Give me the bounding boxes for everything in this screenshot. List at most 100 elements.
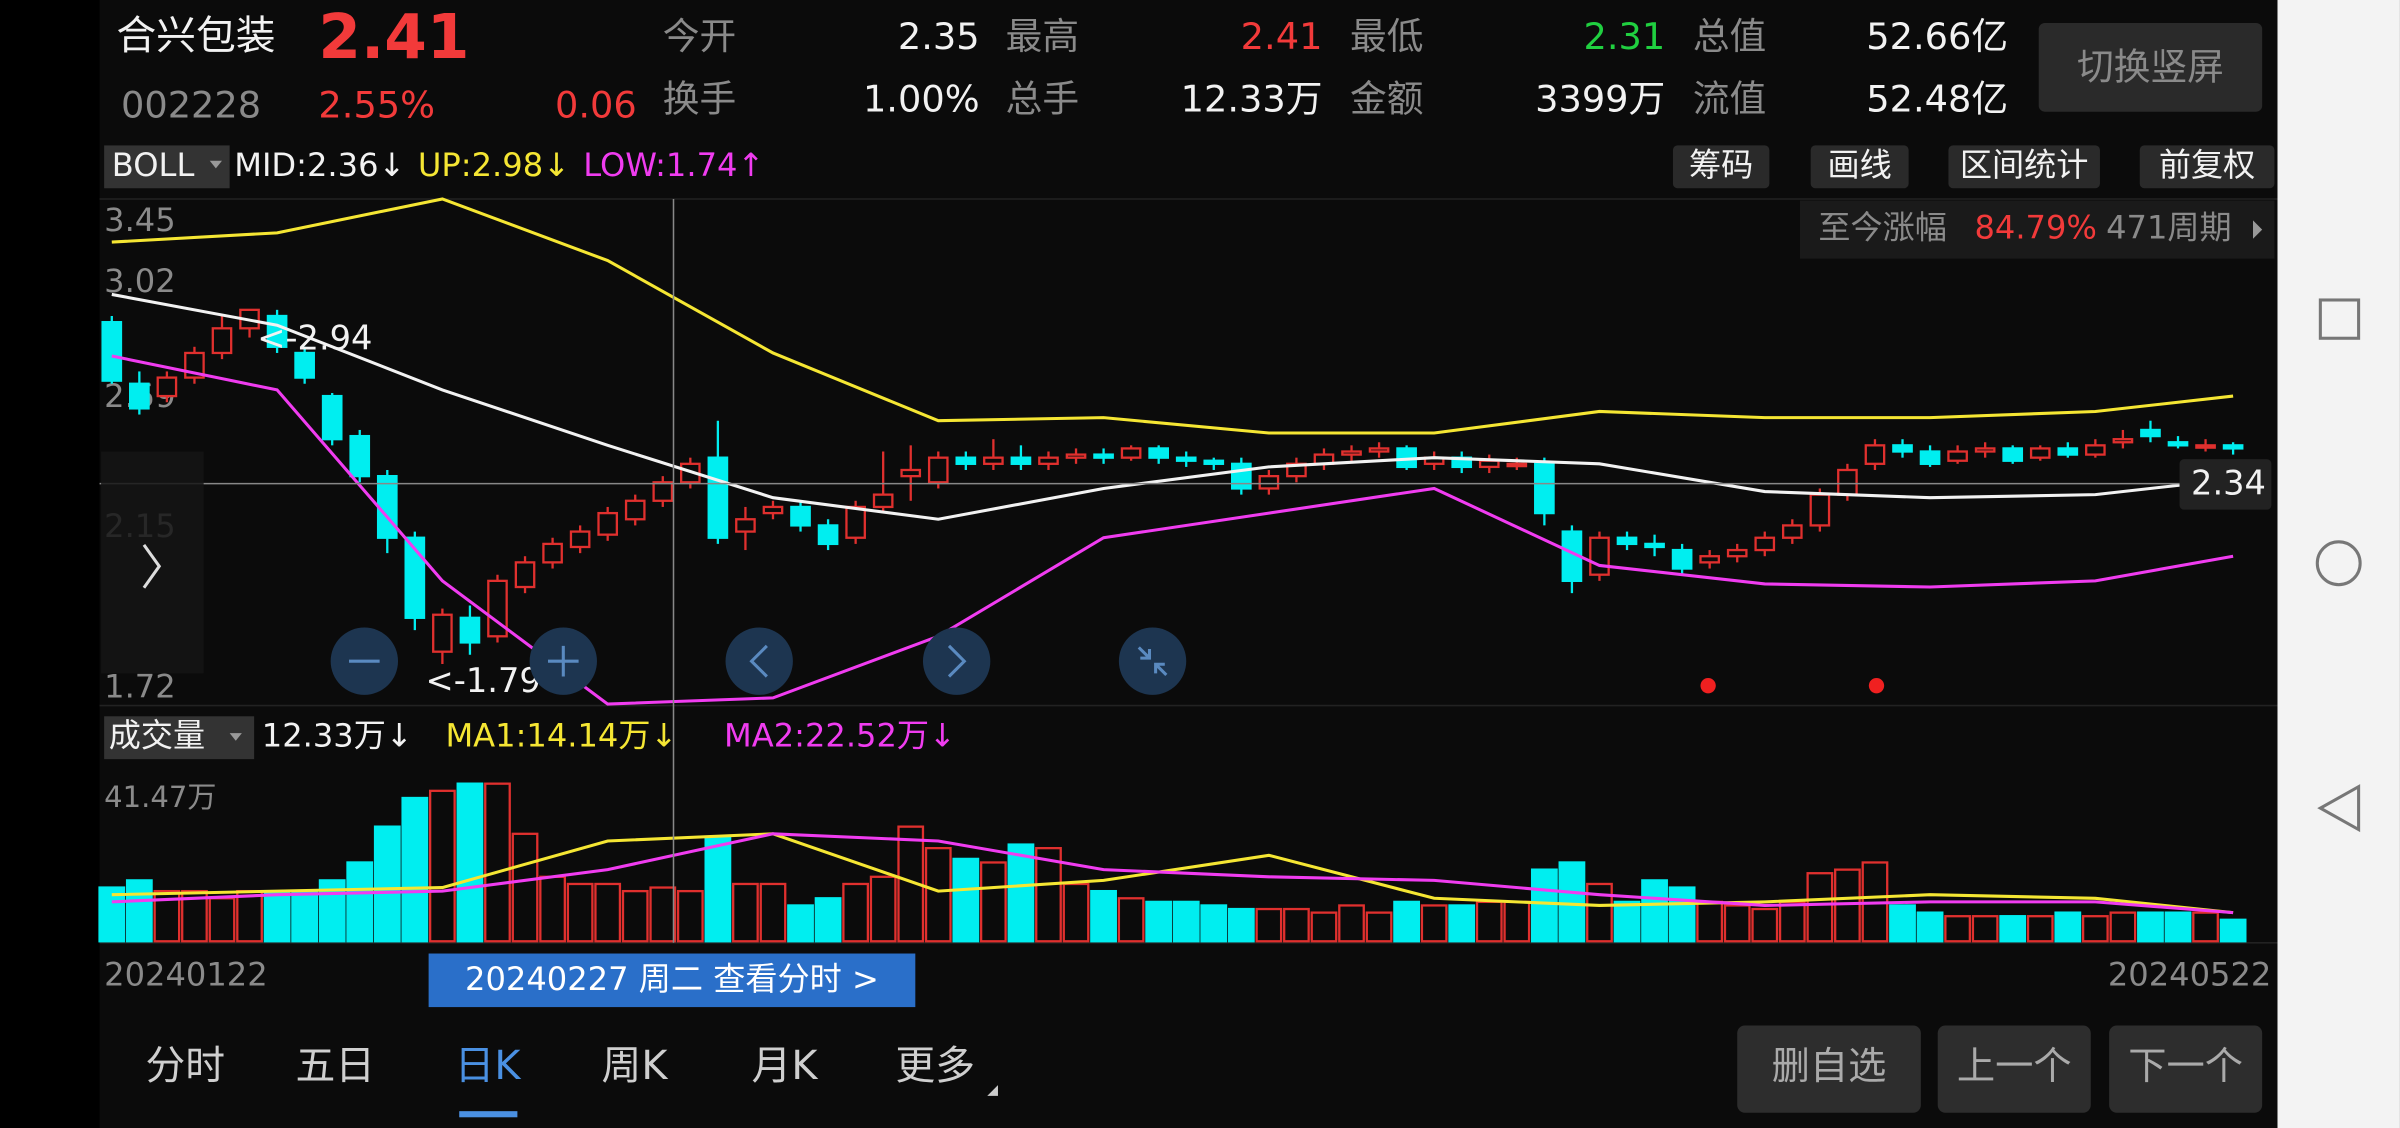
tool-button[interactable] [1672,145,1770,189]
range-label: 至今涨幅 [1818,209,1947,247]
volume-select[interactable] [104,716,255,760]
indicator-select[interactable] [104,145,230,189]
tool-label: 筹码 [1689,146,1753,184]
candle-body [1534,462,1555,515]
boll-up: UP:2.98↓ [418,146,570,184]
range-value: 84.79% [1974,209,2097,247]
volume-bar [1558,861,1586,943]
tool-button[interactable] [1810,145,1909,189]
action-label: 删自选 [1772,1044,1887,1089]
action-button[interactable] [2109,1025,2263,1113]
candle-body [1258,474,1280,490]
candle-body [983,456,1004,465]
bottom-buttons: 删自选 上一个 下一个 [1737,1025,2263,1113]
volume-bar [1641,879,1668,943]
tab[interactable]: 更多 [895,1043,975,1089]
icon [1137,646,1168,677]
candle-body [2195,444,2216,449]
indicator-line [111,832,2234,915]
volume-bar [2219,918,2247,943]
volume-bar [1338,904,1365,943]
action-button[interactable] [1937,1025,2091,1113]
candle-body [321,394,343,441]
volume-bar [1007,843,1035,943]
stat-label: 金额 [1350,78,1423,121]
tooltip-box[interactable] [428,953,916,1008]
candle-body [872,493,894,509]
volume-bar [1971,915,1999,943]
volume-bar [2026,915,2054,943]
candle-body [1644,542,1665,549]
tab[interactable]: 五日 [295,1043,375,1089]
nav-recent[interactable] [2318,298,2361,340]
range-periods: 471周期 [2106,209,2232,247]
volume-bar [1035,846,1062,943]
volume-ma1: MA1:14.14万↓ [445,717,677,755]
volume-bar [1420,904,1448,943]
candle-body [487,579,508,638]
volume-bar [814,897,842,943]
volume-bar [1723,904,1751,943]
volume-bar [263,889,291,943]
nav-back[interactable] [2317,784,2361,833]
range-arrow [2253,220,2263,239]
candle-body [1120,447,1142,459]
nav-home[interactable] [2315,540,2362,587]
action-button[interactable] [1737,1025,1921,1113]
volume-bar [1283,907,1310,943]
tool-button[interactable] [2139,145,2275,189]
tab[interactable]: 日K [455,1043,522,1089]
volume-bar [1806,872,1834,943]
volume-bar [704,836,732,943]
volume-bar [566,882,594,943]
high-annotation: <-2.94 [257,318,372,357]
move-right[interactable] [922,627,991,695]
volume-bar [153,889,181,943]
left-edge [0,0,100,1128]
volume-bar [649,886,677,943]
volume-bar [456,782,484,943]
low-annotation: <-1.79 [426,661,541,700]
stat-label: 最高 [1006,15,1079,58]
candle-body [156,376,178,398]
candle-body [2002,447,2024,462]
candle-body [1726,548,1748,558]
stat-label: 最低 [1350,15,1423,58]
volume-bar [1172,900,1200,943]
volume-bar [2109,911,2137,943]
orientation-button[interactable] [2038,22,2263,112]
tool-button[interactable] [1948,145,2100,189]
stock-code: 002228 [121,84,261,127]
date-start: 20240122 [104,955,268,993]
tab[interactable]: 月K [752,1043,819,1089]
volume-bar [952,857,980,943]
price-label: 1.72 [104,668,176,706]
volume-bar [1751,907,1779,943]
reset[interactable] [1118,627,1187,695]
volume-bar [1613,900,1641,943]
candle-body [1671,548,1693,570]
stat-label: 今开 [663,15,736,58]
volume-bar [1889,904,1916,943]
candle-body [1837,468,1858,496]
candle-body [2029,447,2051,459]
volume-bar [125,879,153,943]
candle-body [432,613,453,653]
candle-body [735,518,756,533]
candle-body [1203,459,1225,465]
candle-body [762,505,784,515]
volume-bar [2164,911,2192,943]
volume-bar [869,875,897,943]
side-panel[interactable] [101,451,204,674]
plot [98,197,2247,943]
tab[interactable]: 分时 [145,1043,225,1089]
range-box [1799,200,2275,259]
volume-bar [1255,907,1283,943]
move-left[interactable] [725,627,793,695]
volume-bar [1916,911,1944,943]
candle-body [845,505,866,539]
candle-body [707,456,729,539]
tab[interactable]: 周K [602,1043,669,1089]
candle-body [101,321,123,382]
change-pct: 2.55% [318,84,435,127]
